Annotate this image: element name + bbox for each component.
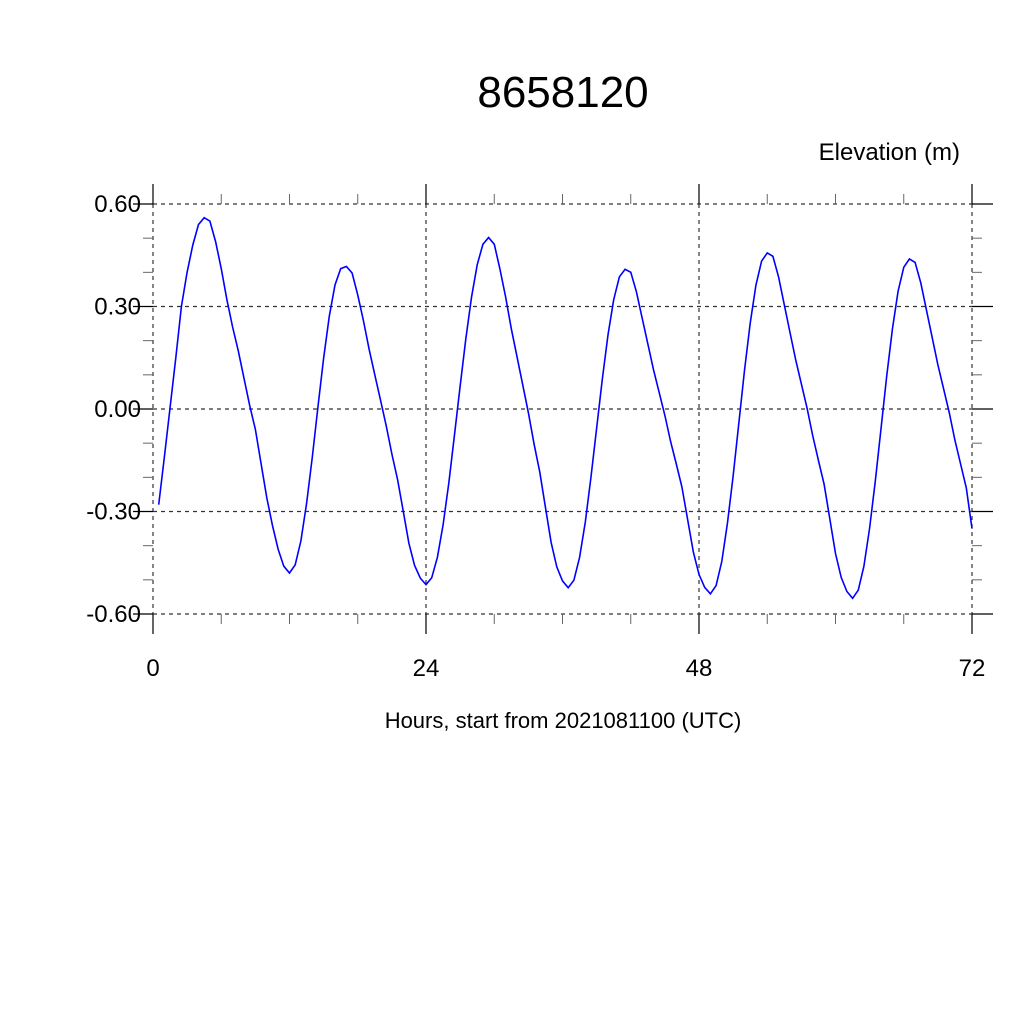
x-tick-label: 48 [686, 655, 713, 682]
y-axis-label: Elevation (m) [818, 139, 960, 166]
series-line [157, 216, 973, 600]
data-points [158, 217, 973, 599]
y-tick-label: 0.00 [94, 396, 141, 423]
x-axis-label: Hours, start from 2021081100 (UTC) [384, 708, 742, 733]
y-tick-label: -0.30 [86, 499, 141, 526]
y-tick-label: 0.60 [94, 191, 141, 218]
x-tick-label: 0 [146, 655, 159, 682]
y-tick-label: -0.60 [86, 601, 141, 628]
x-tick-label: 72 [959, 655, 986, 682]
x-tick-label: 24 [413, 655, 440, 682]
chart-title: 8658120 [477, 68, 649, 117]
y-tick-label: 0.30 [94, 294, 141, 321]
